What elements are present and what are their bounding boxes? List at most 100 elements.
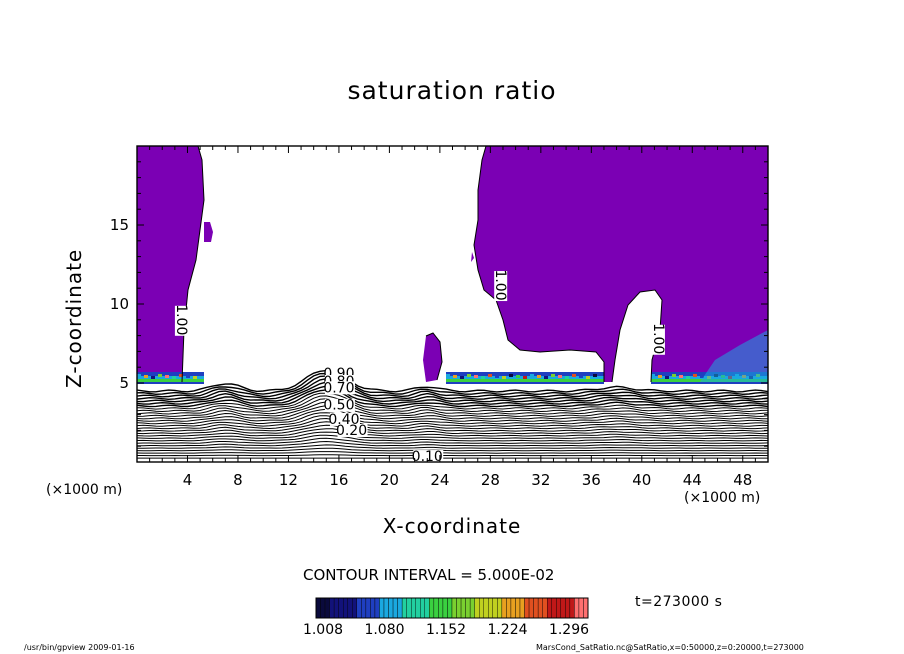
band-center-speck (460, 376, 464, 379)
band-left-speck (158, 374, 162, 377)
x-tick-label: 12 (279, 471, 298, 489)
colorbar-cell (315, 597, 321, 619)
colorbar-cell (569, 597, 575, 619)
colorbar-cell (406, 597, 412, 619)
colorbar-cell (565, 597, 571, 619)
colorbar-cell (370, 597, 376, 619)
colorbar-cell (397, 597, 403, 619)
contour-label-bg (324, 398, 355, 412)
saturated-region-left (137, 146, 204, 382)
band-right-speck (658, 375, 662, 378)
band-right-speck (665, 376, 669, 379)
band-center-speck (551, 374, 555, 377)
colorbar-cell (506, 597, 512, 619)
colorbar-cell (488, 597, 493, 619)
colorbar-tick-label: 1.152 (425, 622, 467, 638)
colorbar-cell (343, 597, 348, 619)
contour-line (137, 398, 768, 415)
colorbar-cell (578, 597, 584, 619)
band-right-speck (700, 375, 704, 378)
band-center-speck (586, 376, 590, 379)
band-center-speck (516, 375, 520, 378)
contour-label: 1.00 (492, 269, 508, 300)
contour-line (137, 381, 768, 403)
colorbar-cell (460, 597, 466, 619)
contour-label-bg (337, 423, 368, 437)
field-group: 1.001.001.000.900.800.700.500.400.200.10 (137, 146, 768, 462)
contour-label-bg (174, 305, 188, 336)
contour-label-bg (324, 381, 355, 395)
colorbar-cell (320, 597, 326, 619)
colorbar-cell (556, 597, 561, 619)
contour-1-00 (473, 146, 605, 382)
band-center-speck (488, 374, 492, 377)
contour-line (137, 428, 768, 437)
colorbar-cell (333, 597, 339, 619)
colorbar-cell (411, 597, 416, 619)
colorbar-cell (415, 597, 421, 619)
band-center-speck (481, 376, 485, 379)
contour-line (137, 434, 768, 442)
contour-interval-label: CONTOUR INTERVAL = 5.000E-02 (303, 566, 555, 584)
band-right-speck (686, 376, 690, 379)
colorbar-cell (501, 597, 507, 619)
contour-line (137, 372, 768, 396)
colorbar-cell (583, 597, 589, 619)
colorbar-cell (447, 597, 453, 619)
band-center-speck (565, 376, 569, 379)
contour-line (137, 412, 768, 425)
band-center-speck (467, 374, 471, 377)
contour-line (137, 454, 768, 457)
saturated-region-right (474, 146, 768, 382)
band-center-speck (572, 374, 576, 377)
band-center-speck (558, 375, 562, 378)
contour-line (137, 437, 768, 444)
band-left-speck (144, 375, 148, 378)
band-left-speck (193, 376, 197, 379)
colorbar-tick-label: 1.008 (302, 622, 344, 638)
x-tick-label: 8 (233, 471, 243, 489)
band-center-top (446, 379, 604, 382)
colorbar-cell (356, 597, 362, 619)
colorbar-cell (497, 597, 503, 619)
contour-line (137, 417, 768, 430)
saturated-region-center-small (423, 333, 442, 382)
band-center-speck (509, 374, 513, 377)
x-tick-label: 48 (733, 471, 752, 489)
footer-right: MarsCond_SatRatio.nc@SatRatio,x=0:50000,… (536, 643, 804, 652)
colorbar-cell (433, 597, 439, 619)
colorbar-cell (456, 597, 462, 619)
y-axis-unit: (×1000 m) (46, 482, 123, 498)
contour-label: 0.40 (328, 412, 359, 428)
saturated-speck-right (471, 252, 474, 262)
band-left-top (137, 379, 204, 382)
colorbar-cell (542, 597, 548, 619)
contour-label-bg (329, 412, 360, 426)
footer-left: /usr/bin/gpview 2009-01-16 (24, 643, 135, 652)
band-center-speck (474, 375, 478, 378)
band-center-speck (537, 375, 541, 378)
colorbar-cell (442, 597, 448, 619)
band-center-speck (544, 376, 548, 379)
y-tick-label: 5 (119, 374, 129, 392)
colorbar-cell (420, 597, 425, 619)
x-tick-label: 32 (531, 471, 550, 489)
colorbar-cell (374, 597, 380, 619)
colorbar-cell (383, 597, 389, 619)
colorbar-cell (438, 597, 444, 619)
x-tick-label: 40 (632, 471, 651, 489)
colorbar-cell (365, 597, 371, 619)
band-center-speck (593, 374, 597, 377)
colorbar-cell (510, 597, 516, 619)
colorbar-cell (379, 597, 385, 619)
band-center-speck (446, 374, 450, 377)
band-left-speck (179, 374, 183, 377)
contour-line (137, 408, 768, 422)
band-right-speck (651, 374, 655, 377)
contour-line (137, 447, 768, 452)
x-tick-label: 36 (582, 471, 601, 489)
contour-line (137, 401, 768, 417)
colorbar-cell (551, 597, 557, 619)
contour-line (137, 369, 768, 393)
